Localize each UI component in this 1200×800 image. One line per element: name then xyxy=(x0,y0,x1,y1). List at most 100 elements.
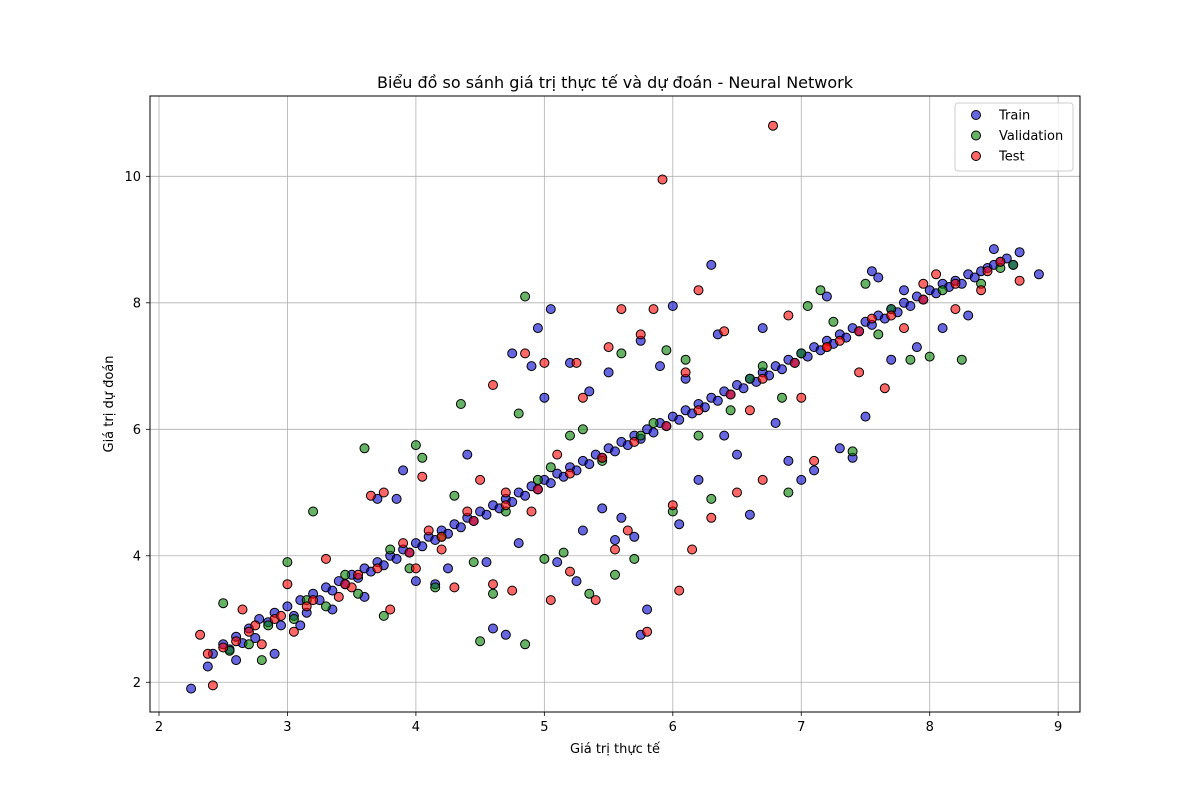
data-point-train xyxy=(732,449,742,460)
data-point-train xyxy=(809,465,820,476)
data-point-validation xyxy=(924,351,935,362)
data-point-validation xyxy=(680,354,691,365)
data-point-test xyxy=(526,506,537,517)
data-point-validation xyxy=(468,557,479,568)
legend-label-validation: Validation xyxy=(999,129,1063,144)
data-point-validation xyxy=(410,440,421,451)
data-point-validation xyxy=(905,354,916,365)
data-point-validation xyxy=(455,399,466,409)
data-point-test xyxy=(635,329,646,340)
data-point-test xyxy=(218,642,229,653)
data-point-test xyxy=(950,304,961,315)
y-tick-label: 6 xyxy=(133,423,141,438)
data-point-test xyxy=(449,582,460,593)
data-point-test xyxy=(629,436,640,447)
data-point-test xyxy=(507,585,518,596)
data-point-test xyxy=(417,471,428,482)
data-point-test xyxy=(276,610,286,621)
data-point-test xyxy=(796,392,807,403)
data-point-test xyxy=(539,357,550,368)
data-point-test xyxy=(237,604,248,615)
data-point-test xyxy=(982,266,993,277)
data-point-test xyxy=(423,525,434,536)
data-point-train xyxy=(526,361,537,372)
data-point-train xyxy=(603,367,614,378)
data-point-test xyxy=(918,278,929,289)
legend-marker-train xyxy=(971,110,981,120)
data-point-validation xyxy=(777,392,787,403)
data-point-test xyxy=(565,468,575,479)
data-point-test xyxy=(398,538,409,549)
data-point-test xyxy=(243,626,254,637)
data-point-test xyxy=(308,595,319,606)
legend-label-test: Test xyxy=(998,150,1025,165)
data-point-validation xyxy=(256,655,267,666)
data-point-train xyxy=(577,525,588,536)
data-point-train xyxy=(398,465,409,476)
data-point-test xyxy=(552,449,563,460)
x-tick-label: 2 xyxy=(155,720,163,735)
data-point-test xyxy=(301,601,312,612)
data-point-test xyxy=(545,595,556,606)
data-point-test xyxy=(706,512,717,523)
data-point-test xyxy=(500,500,511,511)
data-point-test xyxy=(687,544,698,555)
legend: Train Validation Test xyxy=(954,102,1074,172)
data-point-validation xyxy=(475,636,486,647)
data-point-validation xyxy=(417,452,428,463)
data-point-test xyxy=(250,620,261,631)
data-point-train xyxy=(282,601,293,612)
data-point-test xyxy=(648,304,659,315)
data-point-validation xyxy=(706,493,717,504)
data-point-train xyxy=(552,557,563,568)
data-point-train xyxy=(674,414,685,425)
data-point-test xyxy=(768,120,778,131)
data-point-train xyxy=(417,541,428,552)
data-point-validation xyxy=(873,329,884,340)
data-point-test xyxy=(565,566,575,577)
data-point-validation xyxy=(744,373,755,384)
data-point-train xyxy=(481,509,492,520)
data-point-train xyxy=(783,455,794,466)
data-point-train xyxy=(443,563,453,574)
data-point-test xyxy=(321,553,331,564)
data-point-validation xyxy=(558,547,569,558)
data-point-test xyxy=(385,604,396,615)
data-point-validation xyxy=(847,446,858,457)
data-point-validation xyxy=(430,582,441,593)
data-point-train xyxy=(186,683,197,694)
data-point-train xyxy=(770,418,781,428)
x-tick-label: 4 xyxy=(412,720,420,735)
x-tick-label: 3 xyxy=(283,720,291,735)
data-point-validation xyxy=(488,588,498,599)
data-point-train xyxy=(616,512,627,523)
data-point-train xyxy=(610,446,620,457)
data-point-train xyxy=(866,266,877,277)
data-point-test xyxy=(744,405,755,416)
data-point-test xyxy=(256,639,267,650)
data-point-test xyxy=(207,680,218,691)
axis-ticks: 2 3 4 5 6 7 8 9 2 4 6 8 10 xyxy=(124,170,1062,735)
data-point-train xyxy=(667,301,678,311)
data-point-test xyxy=(436,531,447,542)
data-point-test xyxy=(719,326,730,337)
data-point-validation xyxy=(725,405,736,416)
data-point-test xyxy=(532,484,543,495)
data-point-validation xyxy=(783,487,794,498)
data-point-test xyxy=(693,285,704,296)
data-point-validation xyxy=(520,639,531,650)
data-point-test xyxy=(622,525,633,536)
data-point-train xyxy=(584,459,595,470)
data-point-train xyxy=(834,443,845,454)
data-point-train xyxy=(488,623,498,634)
data-point-validation xyxy=(661,345,672,356)
data-point-test xyxy=(674,585,685,596)
data-point-validation xyxy=(340,569,351,580)
data-point-train xyxy=(584,386,595,397)
data-point-train xyxy=(520,490,531,501)
data-point-test xyxy=(288,626,299,637)
data-point-test xyxy=(661,421,672,432)
data-point-validation xyxy=(956,354,967,365)
data-point-validation xyxy=(937,285,948,296)
